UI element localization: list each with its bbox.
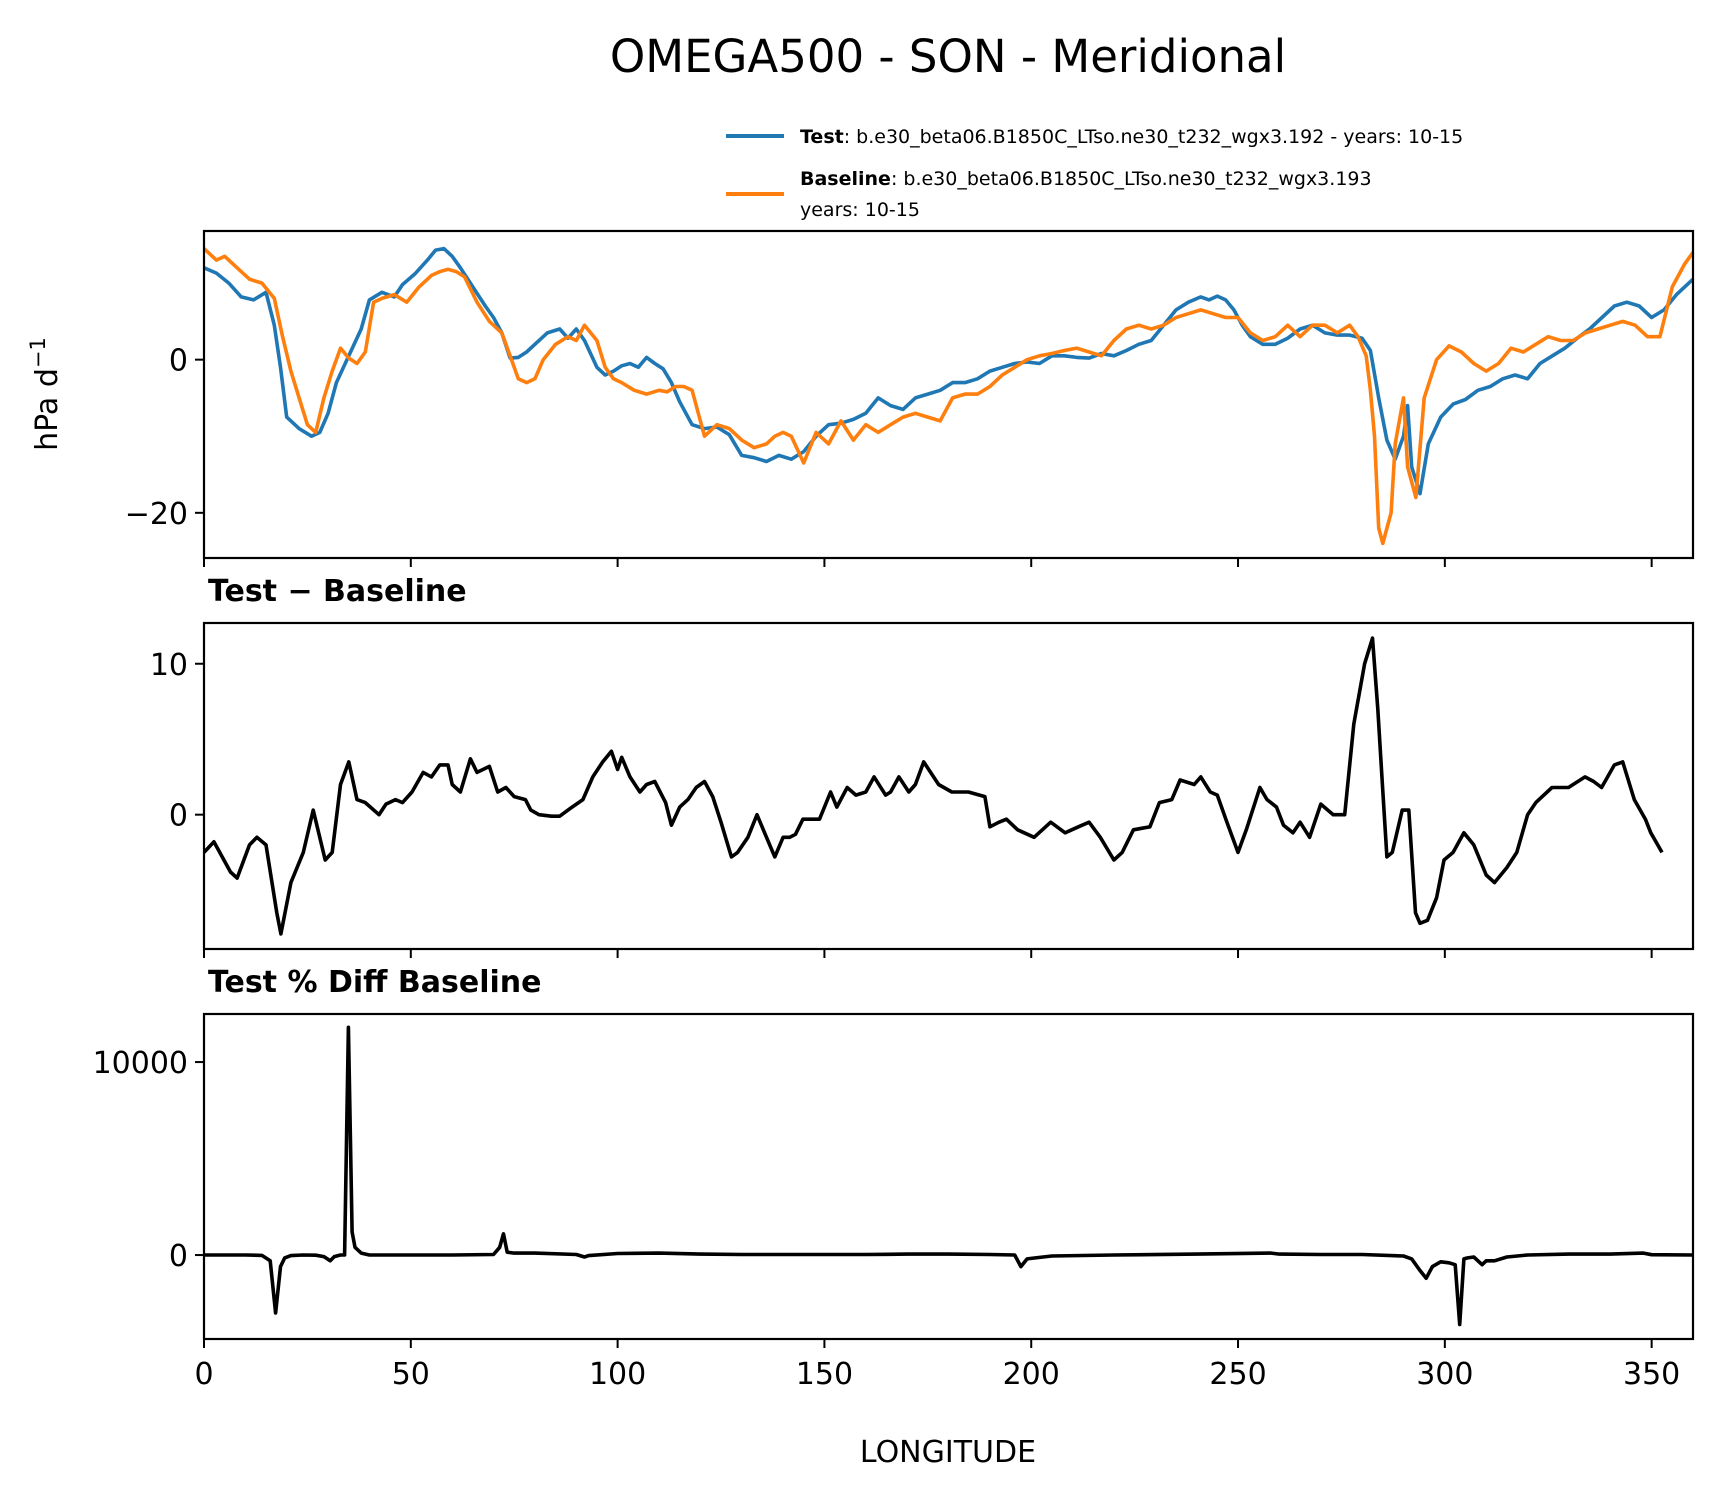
- panel-middle: Test − Baseline 0 10: [150, 574, 1695, 958]
- legend: Test: b.e30_beta06.B1850C_LTso.ne30_t232…: [726, 126, 1463, 221]
- axes-frame-top: [202, 229, 1695, 560]
- y-tick-label: 10: [150, 648, 188, 683]
- panel-title-middle: Test − Baseline: [208, 574, 467, 609]
- series-line-test: [204, 246, 1693, 496]
- legend-label-baseline: Baseline: b.e30_beta06.B1850C_LTso.ne30_…: [800, 168, 1372, 190]
- panel-top: −20 0: [125, 229, 1695, 567]
- y-axis-label-superscript: −1: [26, 337, 50, 368]
- legend-bold-test: Test: [800, 126, 844, 148]
- y-tick-label: 0: [169, 344, 188, 379]
- y-axis-label: hPa d−1: [26, 337, 65, 451]
- series-line-test-baseline: [204, 636, 1664, 936]
- series-line-baseline: [204, 247, 1693, 546]
- x-tick-label: 300: [1416, 1357, 1473, 1392]
- axes-frame-middle: [202, 621, 1695, 951]
- panel-bottom: Test % Diff Baseline 0 10000 0 50 100 150 200 25…: [93, 965, 1695, 1392]
- x-axis-label: LONGITUDE: [860, 1435, 1036, 1470]
- series-line-test-diff-baseline: [204, 1025, 1693, 1327]
- x-tick-label: 0: [194, 1357, 213, 1392]
- y-tick-label: 0: [169, 1239, 188, 1274]
- legend-bold-baseline: Baseline: [800, 168, 891, 190]
- x-tick-label: 100: [589, 1357, 646, 1392]
- legend-label-test: Test: b.e30_beta06.B1850C_LTso.ne30_t232…: [800, 126, 1463, 148]
- x-tick-label: 50: [392, 1357, 430, 1392]
- legend-label-baseline-line2: years: 10-15: [800, 199, 920, 221]
- x-tick-label: 350: [1623, 1357, 1680, 1392]
- x-tick-label: 150: [796, 1357, 853, 1392]
- figure-title: OMEGA500 - SON - Meridional: [610, 30, 1286, 83]
- y-tick-label: 0: [169, 799, 188, 834]
- axes-frame-bottom: [202, 1012, 1695, 1341]
- x-tick-label: 200: [1003, 1357, 1060, 1392]
- y-tick-label: −20: [125, 497, 188, 532]
- y-tick-label: 10000: [93, 1046, 188, 1081]
- legend-text-baseline: : b.e30_beta06.B1850C_LTso.ne30_t232_wgx…: [891, 168, 1372, 190]
- panel-title-bottom: Test % Diff Baseline: [208, 965, 542, 1000]
- x-tick-label: 250: [1209, 1357, 1266, 1392]
- legend-text-test: : b.e30_beta06.B1850C_LTso.ne30_t232_wgx…: [844, 126, 1464, 148]
